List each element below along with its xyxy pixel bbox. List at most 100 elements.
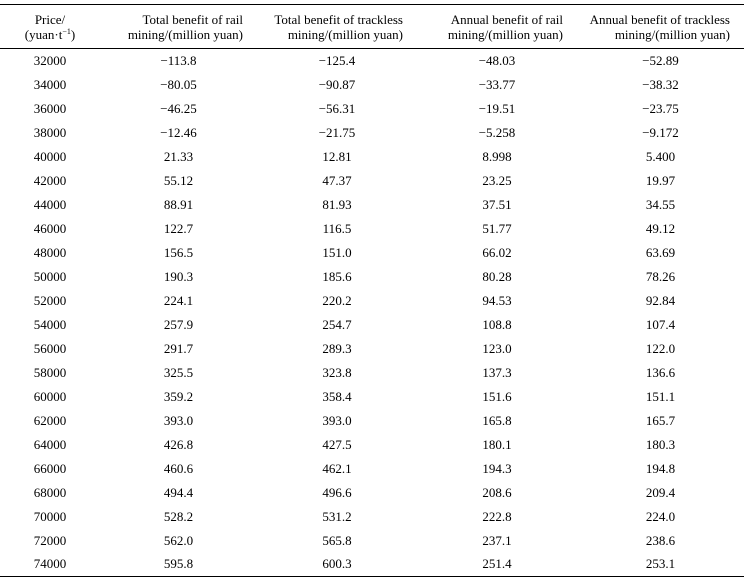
annual-trackless-cell: 63.69: [645, 244, 676, 260]
price-cell: 60000: [33, 388, 67, 404]
price-cell: 46000: [33, 220, 67, 236]
total-trackless-cell: 323.8: [322, 364, 352, 380]
header-price-unit: (yuan·t: [24, 26, 63, 42]
table-row: 36000 −46.25 −56.31 −19.51 −23.75: [0, 97, 744, 121]
header-row: Price/ (yuan·t−1) Total benefit of rail …: [0, 4, 744, 49]
annual-rail-cell: 108.8: [482, 316, 512, 332]
annual-trackless-cell: 49.12: [645, 220, 676, 236]
price-cell: 40000: [33, 148, 67, 164]
total-rail-cell: −46.25: [160, 100, 197, 116]
annual-rail-cell: −33.77: [478, 76, 516, 92]
header-total-trackless-line1: Total benefit of trackless: [274, 11, 403, 27]
price-cell: 50000: [33, 268, 67, 284]
annual-rail-cell: 237.1: [482, 532, 512, 548]
annual-trackless-cell: −9.172: [642, 124, 679, 140]
header-annual-trackless-line2: mining/(million yuan): [614, 26, 730, 42]
total-trackless-cell: 289.3: [322, 340, 352, 356]
price-cell: 42000: [33, 172, 67, 188]
annual-rail-cell: 194.3: [482, 460, 512, 476]
annual-trackless-cell: 34.55: [645, 196, 676, 212]
table-row: 42000 55.12 47.37 23.25 19.97: [0, 169, 744, 193]
annual-rail-cell: 8.998: [482, 148, 512, 164]
price-cell: 68000: [33, 484, 67, 500]
header-price-line1: Price/: [34, 11, 66, 27]
total-rail-cell: 595.8: [100, 552, 257, 577]
total-trackless-cell: 185.6: [322, 268, 352, 284]
header-annual-trackless: Annual benefit of trackless mining/(mill…: [577, 4, 744, 49]
price-cell: 56000: [33, 340, 67, 356]
annual-rail-cell: −48.03: [478, 52, 516, 68]
price-cell: 74000: [0, 552, 100, 577]
annual-trackless-cell: 92.84: [645, 292, 676, 308]
table-body: 32000 −113.8 −125.4 −48.03 −52.89 34000 −80.05…: [0, 49, 744, 577]
annual-rail-cell: −19.51: [478, 100, 516, 116]
annual-trackless-cell: 122.0: [645, 340, 676, 356]
annual-trackless-cell: 136.6: [645, 364, 676, 380]
total-trackless-cell: 47.37: [322, 172, 352, 188]
table-row: 58000 325.5 323.8 137.3 136.6: [0, 361, 744, 385]
total-rail-cell: 494.4: [163, 484, 194, 500]
price-cell: 52000: [33, 292, 67, 308]
header-price-exponent: −1: [62, 26, 71, 36]
annual-rail-cell: 180.1: [482, 436, 512, 452]
annual-trackless-cell: 209.4: [645, 484, 676, 500]
total-trackless-cell: 81.93: [322, 196, 352, 212]
total-rail-cell: 190.3: [163, 268, 194, 284]
total-rail-cell: 562.0: [163, 532, 194, 548]
total-rail-cell: 88.91: [163, 196, 194, 212]
total-trackless-cell: 600.3: [257, 552, 417, 577]
price-cell: 32000: [33, 52, 67, 68]
total-rail-cell: 359.2: [163, 388, 194, 404]
annual-rail-cell: 51.77: [482, 220, 512, 236]
table-row: 60000 359.2 358.4 151.6 151.1: [0, 385, 744, 409]
annual-trackless-cell: 19.97: [645, 172, 676, 188]
total-trackless-cell: 116.5: [322, 220, 352, 236]
header-annual-rail: Annual benefit of rail mining/(million y…: [417, 4, 577, 49]
table-row: 66000 460.6 462.1 194.3 194.8: [0, 457, 744, 481]
annual-rail-cell: 66.02: [482, 244, 512, 260]
total-trackless-cell: −125.4: [318, 52, 356, 68]
benefit-table: Price/ (yuan·t−1) Total benefit of rail …: [0, 4, 744, 577]
table-row: 52000 224.1 220.2 94.53 92.84: [0, 289, 744, 313]
price-cell: 70000: [33, 508, 67, 524]
total-rail-cell: 460.6: [163, 460, 194, 476]
annual-rail-cell: 251.4: [417, 552, 577, 577]
annual-rail-cell: −5.258: [478, 124, 516, 140]
table-row: 32000 −113.8 −125.4 −48.03 −52.89: [0, 49, 744, 73]
annual-rail-cell: 208.6: [482, 484, 512, 500]
price-cell: 62000: [33, 412, 67, 428]
annual-rail-cell: 80.28: [482, 268, 512, 284]
total-trackless-cell: −90.87: [318, 76, 356, 92]
header-annual-trackless-line1: Annual benefit of trackless: [589, 11, 730, 27]
table-row: 70000 528.2 531.2 222.8 224.0: [0, 505, 744, 529]
annual-rail-cell: 37.51: [482, 196, 512, 212]
total-trackless-cell: 565.8: [322, 532, 352, 548]
annual-trackless-cell: 5.400: [645, 148, 676, 164]
total-rail-cell: −80.05: [160, 76, 197, 92]
total-rail-cell: 325.5: [163, 364, 194, 380]
annual-trackless-cell: 194.8: [645, 460, 676, 476]
price-cell: 48000: [33, 244, 67, 260]
annual-rail-cell: 23.25: [482, 172, 512, 188]
table-row: 74000 595.8 600.3 251.4 253.1: [0, 552, 744, 577]
table-row: 68000 494.4 496.6 208.6 209.4: [0, 481, 744, 505]
table-row: 72000 562.0 565.8 237.1 238.6: [0, 529, 744, 553]
annual-trackless-cell: 224.0: [645, 508, 676, 524]
total-trackless-cell: 496.6: [322, 484, 352, 500]
total-rail-cell: 528.2: [163, 508, 194, 524]
price-cell: 58000: [33, 364, 67, 380]
table-row: 46000 122.7 116.5 51.77 49.12: [0, 217, 744, 241]
table-row: 62000 393.0 393.0 165.8 165.7: [0, 409, 744, 433]
price-cell: 54000: [33, 316, 67, 332]
table-header: Price/ (yuan·t−1) Total benefit of rail …: [0, 4, 744, 49]
table-row: 40000 21.33 12.81 8.998 5.400: [0, 145, 744, 169]
total-rail-cell: 55.12: [163, 172, 194, 188]
total-rail-cell: −12.46: [160, 124, 197, 140]
price-cell: 34000: [33, 76, 67, 92]
header-total-rail-line1: Total benefit of rail: [142, 11, 243, 27]
annual-rail-cell: 165.8: [482, 412, 512, 428]
annual-trackless-cell: −52.89: [642, 52, 679, 68]
total-rail-cell: 156.5: [163, 244, 194, 260]
header-price-unit-close: ): [70, 26, 76, 42]
